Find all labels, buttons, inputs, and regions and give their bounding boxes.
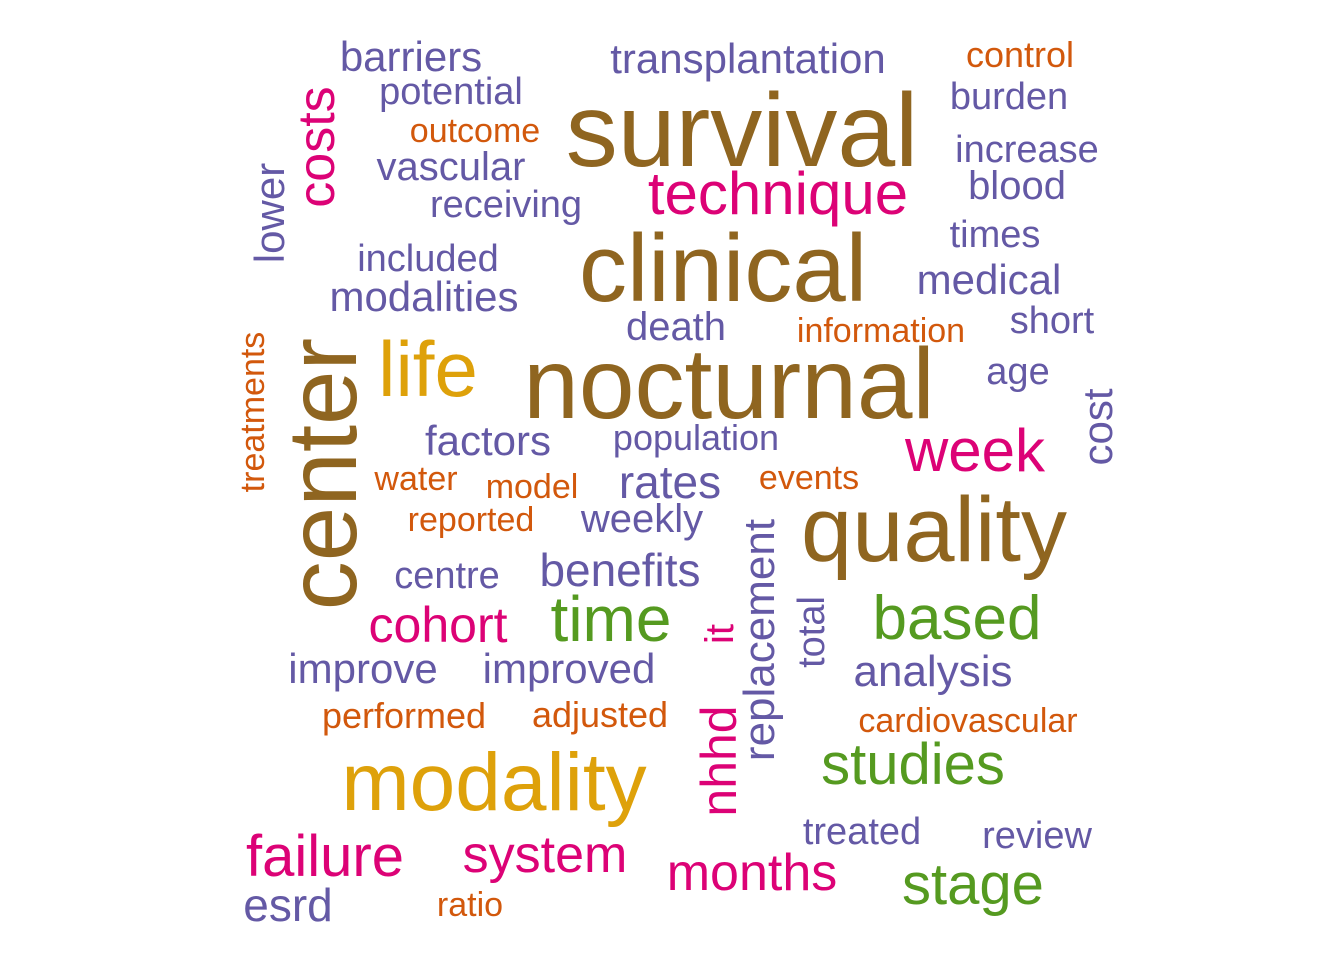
word-survival: survival: [565, 73, 919, 189]
word-death: death: [625, 305, 727, 349]
word-control: control: [965, 34, 1075, 75]
word-system: system: [462, 826, 628, 884]
word-receiving: receiving: [429, 184, 583, 226]
word-months: months: [666, 844, 838, 902]
word-increase: increase: [955, 129, 1099, 171]
word-treated: treated: [802, 811, 922, 853]
word-cardiovascular: cardiovascular: [858, 702, 1078, 740]
word-week: week: [904, 417, 1046, 484]
word-stage: stage: [902, 852, 1044, 917]
word-life: life: [378, 325, 478, 413]
word-rates: rates: [618, 456, 722, 508]
word-weekly: weekly: [580, 497, 704, 541]
word-transplantation: transplantation: [610, 35, 886, 82]
word-times: times: [949, 214, 1041, 256]
word-age: age: [986, 351, 1050, 393]
word-short: short: [1009, 300, 1095, 342]
word-reported: reported: [407, 501, 535, 539]
word-benefits: benefits: [539, 544, 701, 596]
word-improved: improved: [482, 645, 656, 692]
word-modalities: modalities: [329, 273, 519, 320]
word-factors: factors: [424, 417, 552, 464]
word-time: time: [550, 583, 672, 655]
word-ratio: ratio: [436, 886, 504, 924]
word-vascular: vascular: [376, 145, 526, 189]
word-cohort: cohort: [368, 597, 508, 653]
word-total: total: [791, 596, 833, 668]
word-burden: burden: [949, 76, 1069, 118]
word-studies: studies: [821, 732, 1005, 797]
word-esrd: esrd: [243, 879, 333, 931]
word-outcome: outcome: [409, 112, 541, 150]
word-failure: failure: [246, 824, 404, 889]
word-water: water: [374, 460, 458, 498]
word-review: review: [982, 815, 1092, 857]
word-population: population: [612, 417, 780, 458]
word-it: it: [698, 624, 742, 644]
word-replacement: replacement: [735, 518, 784, 762]
word-centre: centre: [394, 555, 500, 597]
word-included: included: [357, 238, 499, 280]
word-blood: blood: [968, 164, 1066, 208]
word-quality: quality: [801, 479, 1067, 581]
word-center: center: [267, 337, 377, 611]
word-nocturnal: nocturnal: [523, 328, 935, 440]
word-performed: performed: [321, 695, 487, 736]
word-adjusted: adjusted: [531, 694, 669, 735]
word-modality: modality: [341, 737, 647, 828]
word-medical: medical: [916, 256, 1062, 303]
word-information: information: [796, 312, 966, 350]
word-lower: lower: [246, 162, 293, 264]
word-cost: cost: [1074, 388, 1121, 466]
word-costs: costs: [288, 86, 346, 208]
word-technique: technique: [647, 160, 909, 227]
word-model: model: [485, 468, 579, 506]
word-analysis: analysis: [853, 647, 1013, 696]
word-events: events: [758, 459, 860, 497]
word-potential: potential: [379, 71, 523, 113]
word-improve: improve: [288, 645, 438, 692]
word-clinical: clinical: [578, 215, 868, 322]
word-treatments: treatments: [234, 331, 272, 493]
word-based: based: [872, 584, 1042, 653]
word-barriers: barriers: [339, 33, 483, 80]
